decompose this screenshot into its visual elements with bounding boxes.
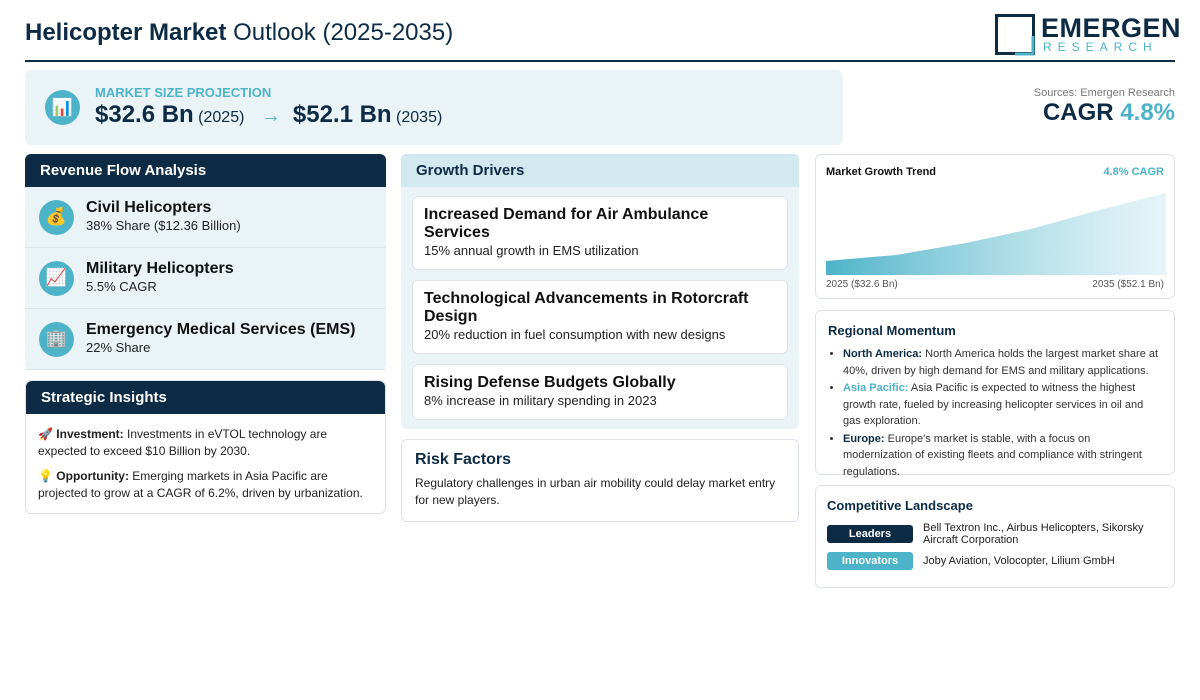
revenue-text: Civil Helicopters 38% Share ($12.36 Billi… <box>86 199 241 235</box>
cagr-value: 4.8% <box>1120 99 1175 126</box>
summary: Sources: Emergen Research CAGR 4.8% <box>1034 87 1175 127</box>
competitor-text: Joby Aviation, Volocopter, Lilium GmbH <box>923 555 1115 567</box>
icon: 📊 <box>45 90 80 125</box>
insight-icon: 💡 <box>38 469 53 483</box>
insights: Strategic Insights 🚀 Investment: Investm… <box>25 380 386 514</box>
driver-detail: 20% reduction in fuel consumption with n… <box>424 327 726 342</box>
competitor-row: Innovators Joby Aviation, Volocopter, Lil… <box>827 552 1163 570</box>
logo-mark <box>995 14 1035 56</box>
competitive: Competitive Landscape Leaders Bell Textro… <box>815 485 1175 588</box>
logo: EMERGEN RESEARCH <box>995 13 1181 56</box>
insight: 💡 Opportunity: Emerging markets in Asia … <box>38 468 373 502</box>
trend-title: Market Growth Trend <box>826 166 937 178</box>
cagr-label: CAGR <box>1042 99 1114 126</box>
section-title: Growth Drivers <box>401 154 799 187</box>
insight-text: Emerging markets in Asia Pacific are pro… <box>38 469 363 500</box>
values: $32.6 Bn (2025) → $52.1 Bn (2035) <box>95 101 442 129</box>
trend: Market Growth Trend 4.8% CAGR 2025 ($32.… <box>815 154 1175 299</box>
projection: 📊 MARKET SIZE PROJECTION $32.6 Bn (2025)… <box>25 70 843 145</box>
region-item: Europe: Europe's market is stable, with … <box>843 431 1162 481</box>
section-title: Strategic Insights <box>26 381 385 414</box>
year: (2035) <box>396 109 443 126</box>
revenue-name: Civil Helicopters <box>86 199 212 216</box>
title: Helicopter Market Outlook (2025-2035) <box>25 19 453 47</box>
value: $32.6 Bn <box>95 101 194 128</box>
risk-text: Regulatory challenges in urban air mobil… <box>415 476 776 507</box>
sources: Sources: Emergen Research <box>1033 87 1175 99</box>
revenue-name: Emergency Medical Services (EMS) <box>86 321 356 338</box>
section-title: Competitive Landscape <box>827 498 973 513</box>
revenue-item: 📈 Military Helicopters 5.5% CAGR <box>25 248 386 309</box>
trend-end: 2035 ($52.1 Bn) <box>1092 279 1164 290</box>
drivers: Growth Drivers Increased Demand for Air … <box>401 154 799 429</box>
region-name: Asia Pacific: <box>843 382 909 394</box>
driver-card: Rising Defense Budgets Globally 8% increa… <box>412 364 788 420</box>
competitor-text: Bell Textron Inc., Airbus Helicopters, S… <box>923 522 1144 546</box>
arrow: → <box>260 105 281 127</box>
insight-label: Investment: <box>56 427 124 441</box>
title-rest: Outlook (2025-2035) <box>233 19 454 46</box>
year: (2025) <box>198 109 245 126</box>
region-text: Europe's market is stable, with a focus … <box>843 432 1142 478</box>
insight: 🚀 Investment: Investments in eVTOL techn… <box>38 426 373 460</box>
icon: 📈 <box>39 260 74 296</box>
section-title: Risk Factors <box>415 451 512 468</box>
trend-start: 2025 ($32.6 Bn) <box>826 279 898 290</box>
driver-card: Increased Demand for Air Ambulance Servi… <box>412 196 788 270</box>
risk: Risk Factors Regulatory challenges in ur… <box>401 439 799 522</box>
insight-icon: 🚀 <box>38 427 53 441</box>
competitor-row: Leaders Bell Textron Inc., Airbus Helicop… <box>827 522 1163 546</box>
revenue-name: Military Helicopters <box>86 260 234 277</box>
revenue: Revenue Flow Analysis 💰 Civil Helicopters… <box>25 154 386 370</box>
region-item: North America: North America holds the l… <box>843 346 1162 379</box>
title-bold: Helicopter Market <box>25 19 227 46</box>
driver-card: Technological Advancements in Rotorcraft… <box>412 280 788 354</box>
value: $52.1 Bn <box>292 101 392 128</box>
label: MARKET SIZE PROJECTION <box>95 85 272 100</box>
tag: Leaders <box>827 525 913 543</box>
revenue-text: Military Helicopters 5.5% CAGR <box>86 260 234 296</box>
revenue-item: 💰 Civil Helicopters 38% Share ($12.36 Bill… <box>25 187 386 248</box>
tag: Innovators <box>827 552 913 570</box>
section-title: Revenue Flow Analysis <box>25 154 386 187</box>
insight-text: Investments in eVTOL technology are expe… <box>38 427 328 458</box>
region-name: Europe: <box>843 432 885 445</box>
driver-name: Rising Defense Budgets Globally <box>424 374 676 391</box>
region-item: Asia Pacific: Asia Pacific is expected t… <box>843 380 1162 430</box>
driver-detail: 15% annual growth in EMS utilization <box>424 243 639 258</box>
section-title: Regional Momentum <box>828 323 956 338</box>
region-name: North America: <box>843 348 923 360</box>
rule <box>25 60 1175 62</box>
revenue-detail: 5.5% CAGR <box>86 279 157 294</box>
revenue-text: Emergency Medical Services (EMS) 22% Shar… <box>86 321 355 357</box>
insight-label: Opportunity: <box>56 469 129 483</box>
logo-bottom: RESEARCH <box>1043 40 1158 54</box>
driver-detail: 8% increase in military spending in 2023 <box>424 393 657 408</box>
driver-name: Increased Demand for Air Ambulance Servi… <box>424 206 709 241</box>
revenue-detail: 38% Share ($12.36 Billion) <box>86 218 241 233</box>
trend-badge: 4.8% CAGR <box>1103 166 1164 178</box>
regional: Regional Momentum North America: North A… <box>815 310 1175 478</box>
icon: 💰 <box>39 199 74 235</box>
revenue-detail: 22% Share <box>86 340 151 355</box>
icon: 🏢 <box>39 321 74 357</box>
trend-area <box>826 193 1166 275</box>
region-text: Asia Pacific is expected to witness the … <box>843 382 1144 427</box>
revenue-item: 🏢 Emergency Medical Services (EMS) 22% Sha… <box>25 309 386 370</box>
region-text: North America holds the largest market s… <box>843 348 1159 377</box>
logo-top: EMERGEN <box>1041 13 1182 43</box>
driver-name: Technological Advancements in Rotorcraft… <box>424 290 749 325</box>
